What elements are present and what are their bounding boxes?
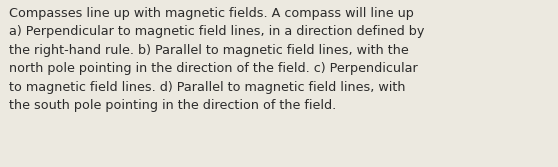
Text: Compasses line up with magnetic fields. A compass will line up
a) Perpendicular : Compasses line up with magnetic fields. … <box>9 7 425 112</box>
